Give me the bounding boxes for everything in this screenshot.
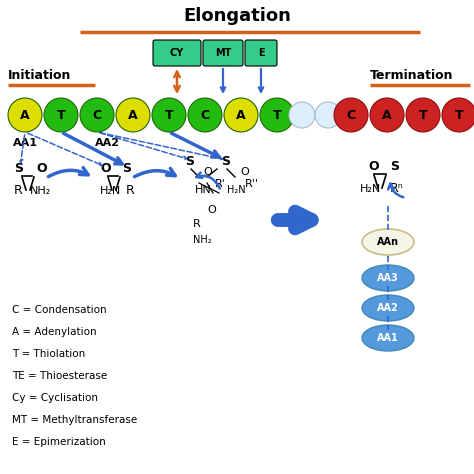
Text: A: A — [236, 109, 246, 121]
Text: H₂N: H₂N — [360, 184, 381, 194]
Ellipse shape — [362, 325, 414, 351]
Text: AA3: AA3 — [377, 273, 399, 283]
Text: O: O — [368, 160, 379, 173]
Text: E: E — [258, 48, 264, 58]
Ellipse shape — [152, 98, 186, 132]
Text: H₂N: H₂N — [100, 186, 121, 196]
Text: Initiation: Initiation — [8, 69, 72, 82]
Text: NH₂: NH₂ — [193, 235, 211, 245]
Ellipse shape — [44, 98, 78, 132]
Text: MT = Methyltransferase: MT = Methyltransferase — [12, 415, 137, 425]
Text: Termination: Termination — [370, 69, 454, 82]
Text: AA2: AA2 — [94, 138, 119, 148]
Text: E = Epimerization: E = Epimerization — [12, 437, 106, 447]
Text: R: R — [126, 184, 135, 197]
Circle shape — [341, 102, 367, 128]
Text: S: S — [14, 162, 23, 175]
Text: O: O — [203, 167, 212, 177]
Text: MT: MT — [215, 48, 231, 58]
Text: A: A — [20, 109, 30, 121]
Text: T: T — [57, 109, 65, 121]
Text: C: C — [92, 109, 101, 121]
Text: T = Thiolation: T = Thiolation — [12, 349, 85, 359]
Text: TE = Thioesterase: TE = Thioesterase — [12, 371, 107, 381]
Text: HN: HN — [195, 185, 212, 195]
Text: T: T — [164, 109, 173, 121]
Text: S: S — [221, 155, 230, 168]
Text: O: O — [207, 205, 216, 215]
Text: R: R — [193, 219, 201, 229]
Ellipse shape — [362, 295, 414, 321]
Circle shape — [289, 102, 315, 128]
Text: S: S — [390, 160, 399, 173]
FancyBboxPatch shape — [203, 40, 243, 66]
Text: O: O — [100, 162, 110, 175]
Text: C = Condensation: C = Condensation — [12, 305, 107, 315]
Text: T: T — [419, 109, 428, 121]
Ellipse shape — [80, 98, 114, 132]
Text: O: O — [36, 162, 46, 175]
Ellipse shape — [370, 98, 404, 132]
Ellipse shape — [188, 98, 222, 132]
Text: A: A — [382, 109, 392, 121]
Text: AA1: AA1 — [12, 138, 37, 148]
Ellipse shape — [8, 98, 42, 132]
Text: A = Adenylation: A = Adenylation — [12, 327, 97, 337]
Ellipse shape — [442, 98, 474, 132]
Text: NH₂: NH₂ — [30, 186, 51, 196]
Text: O: O — [240, 167, 249, 177]
Ellipse shape — [260, 98, 294, 132]
Text: AA2: AA2 — [377, 303, 399, 313]
Ellipse shape — [362, 229, 414, 255]
Text: S: S — [185, 155, 194, 168]
Text: H₂N: H₂N — [227, 185, 246, 195]
Ellipse shape — [224, 98, 258, 132]
Ellipse shape — [334, 98, 368, 132]
Circle shape — [315, 102, 341, 128]
Ellipse shape — [406, 98, 440, 132]
Text: C: C — [201, 109, 210, 121]
Text: S: S — [122, 162, 131, 175]
Text: R: R — [14, 184, 23, 197]
Text: C: C — [346, 109, 356, 121]
Text: CY: CY — [170, 48, 184, 58]
Text: Cy = Cyclisation: Cy = Cyclisation — [12, 393, 98, 403]
Ellipse shape — [116, 98, 150, 132]
Text: T: T — [455, 109, 463, 121]
FancyBboxPatch shape — [245, 40, 277, 66]
Text: AAn: AAn — [377, 237, 399, 247]
Text: R': R' — [215, 179, 226, 189]
Text: A: A — [128, 109, 138, 121]
Text: AA1: AA1 — [377, 333, 399, 343]
Text: T: T — [273, 109, 281, 121]
Text: R'': R'' — [245, 179, 259, 189]
Text: Rⁿ: Rⁿ — [390, 182, 404, 195]
FancyBboxPatch shape — [153, 40, 201, 66]
Ellipse shape — [362, 265, 414, 291]
Text: Elongation: Elongation — [183, 7, 291, 25]
